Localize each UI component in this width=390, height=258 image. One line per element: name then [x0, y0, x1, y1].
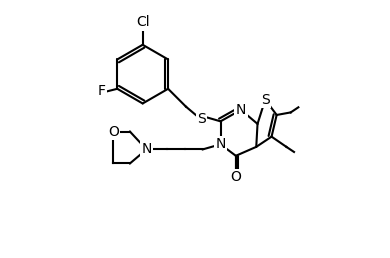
Text: O: O [108, 125, 119, 139]
Text: N: N [236, 103, 246, 117]
Text: S: S [197, 112, 206, 126]
Text: N: N [215, 137, 226, 151]
Text: O: O [230, 170, 241, 184]
Text: N: N [141, 142, 152, 156]
Text: S: S [261, 93, 269, 107]
Text: Cl: Cl [136, 15, 149, 29]
Text: F: F [98, 84, 106, 98]
